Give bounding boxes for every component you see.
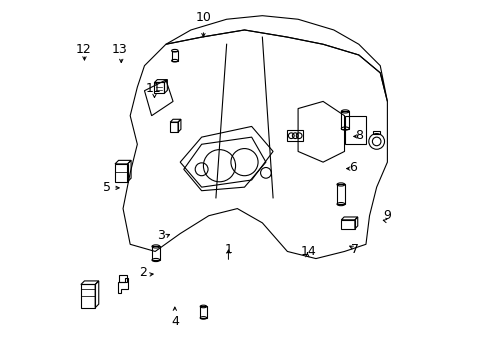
Text: 6: 6 bbox=[349, 161, 357, 174]
Text: 11: 11 bbox=[145, 82, 161, 95]
Text: 7: 7 bbox=[350, 243, 359, 256]
Text: 10: 10 bbox=[195, 11, 211, 24]
Text: 3: 3 bbox=[156, 229, 164, 242]
Text: 8: 8 bbox=[354, 129, 362, 142]
Text: 9: 9 bbox=[383, 209, 390, 222]
Text: 14: 14 bbox=[300, 245, 316, 258]
Text: 5: 5 bbox=[103, 181, 111, 194]
Text: 2: 2 bbox=[139, 266, 146, 279]
Text: 13: 13 bbox=[111, 43, 127, 56]
Text: 1: 1 bbox=[224, 243, 232, 256]
Text: 12: 12 bbox=[76, 43, 91, 56]
Text: 4: 4 bbox=[170, 315, 179, 328]
